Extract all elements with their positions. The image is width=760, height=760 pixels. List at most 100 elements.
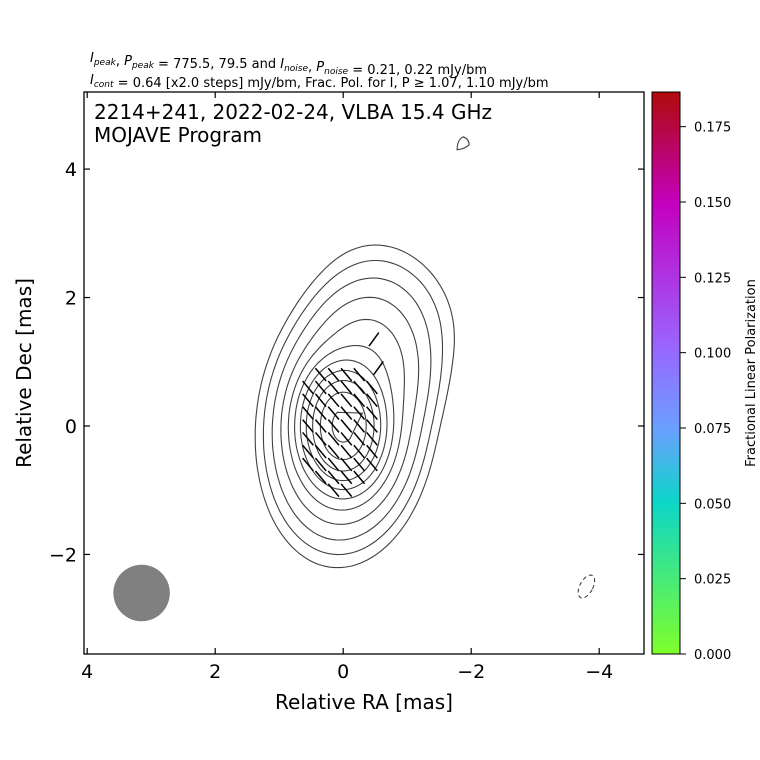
colorbar-tick-label: 0.075 [694,422,731,437]
y-tick-label: 2 [65,288,77,310]
contour-level [262,259,444,556]
colorbar-label: Fractional Linear Polarization [744,279,759,467]
pol-vector [302,393,314,408]
intensity-contours [254,136,596,599]
contour-level [299,359,388,491]
contour-negative [577,574,596,599]
pol-vector [353,419,366,433]
plot-frame [83,91,645,655]
beam-ellipse [113,564,170,622]
pol-vector [353,393,366,408]
contour-level [254,244,455,569]
pol-vector [340,380,353,395]
y-tick-label: −2 [49,544,77,566]
contour-isolated [456,136,470,151]
pol-vector [327,457,340,472]
pol-vector [353,444,366,459]
pol-vector [314,419,327,433]
pol-vector [327,419,340,433]
pol-vector [340,457,353,472]
pol-vector [368,332,380,347]
pol-vector [302,431,314,446]
pol-vector [314,380,327,395]
pol-vector [314,406,327,421]
colorbar-tick-label: 0.025 [694,573,731,588]
contour-level [319,391,367,461]
pol-vector [353,457,366,472]
pol-vector [353,406,366,421]
x-tick-label: 2 [209,661,221,683]
pol-vector [353,431,366,446]
pol-vector [366,406,378,421]
pol-vector [353,470,366,485]
colorbar-ticks: 0.000 0.025 0.050 0.075 0.100 0.125 0.150 0.175 [680,121,731,663]
pol-vector [327,367,340,382]
pol-vector [302,406,314,421]
pol-vector [302,444,314,459]
pol-vector [340,393,353,408]
polarization-vectors [302,332,384,498]
pol-vector [366,393,378,408]
colorbar-frame [651,91,681,655]
pol-vector [327,483,340,498]
pol-vector [327,470,340,485]
pol-vector [340,367,353,382]
contour-level [287,318,405,511]
contour-level [271,277,432,541]
pol-vector [366,380,378,395]
axis-ticks: 4 2 0 −2 −4 −2 0 2 4 [49,92,644,683]
chart-title-line-2: MOJAVE Program [94,123,262,147]
contour-level [331,411,364,443]
contour-level [294,344,395,500]
pol-vector [327,444,340,459]
colorbar-tick-label: 0.150 [694,196,731,211]
pol-vector [327,406,340,421]
pol-vector [314,444,327,459]
y-tick-label: 0 [65,416,77,438]
x-tick-label: −2 [457,661,485,683]
x-tick-label: 4 [81,661,93,683]
pol-vector [340,483,353,498]
contour-level [305,369,382,482]
header-line-1: Ipeak, Ppeak = 775.5, 79.5 and Inoise, P… [90,51,487,78]
x-tick-label: −4 [585,661,613,683]
colorbar-tick-label: 0.050 [694,497,731,512]
y-axis-label: Relative Dec [mas] [12,278,36,468]
pol-vector [302,457,314,472]
pol-vector [327,431,340,446]
pol-vector [340,406,353,421]
chart-title-line-1: 2214+241, 2022-02-24, VLBA 15.4 GHz [94,100,492,124]
pol-vector [372,360,384,376]
pol-vector [327,393,340,408]
pol-vector [353,380,366,395]
pol-vector [314,393,327,408]
colorbar [652,92,680,654]
x-axis-label: Relative RA [mas] [275,690,453,714]
pol-vector [314,367,327,382]
x-tick-label: 0 [337,661,349,683]
colorbar-tick-label: 0.175 [694,121,731,136]
colorbar-tick-label: 0.125 [694,271,731,286]
plot-area [113,136,596,622]
pol-vector [366,457,378,472]
pol-vector [340,431,353,446]
pol-vector [314,470,327,485]
y-tick-label: 4 [65,159,77,181]
pol-vector [327,380,340,395]
pol-vector [340,419,353,433]
pol-vector [302,380,314,395]
pol-vector [366,431,378,446]
pol-vector [353,367,366,382]
pol-vector [340,470,353,485]
pol-vector [314,431,327,446]
pol-vector [302,419,314,433]
colorbar-tick-label: 0.100 [694,347,731,362]
header-line-2: Icont = 0.64 [x2.0 steps] mJy/bm, Frac. … [90,73,549,91]
pol-vector [366,444,378,459]
colorbar-tick-label: 0.000 [694,648,731,663]
contour-level [280,296,420,525]
pol-vector [340,444,353,459]
pol-vector [366,419,378,433]
pol-vector [314,457,327,472]
